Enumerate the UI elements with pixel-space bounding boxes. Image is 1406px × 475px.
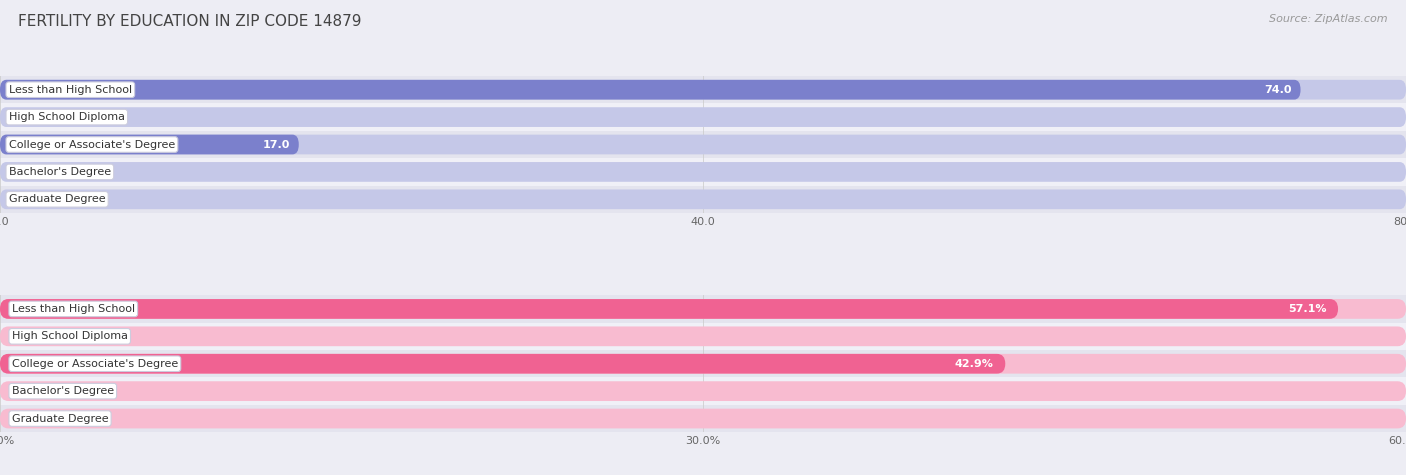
FancyBboxPatch shape [0,80,1406,100]
Text: 57.1%: 57.1% [1288,304,1326,314]
FancyBboxPatch shape [0,299,1339,319]
Text: Graduate Degree: Graduate Degree [8,194,105,204]
Bar [0,350,1406,378]
Bar [0,378,1406,405]
FancyBboxPatch shape [0,408,1406,428]
FancyBboxPatch shape [0,107,1406,127]
Text: Less than High School: Less than High School [11,304,135,314]
FancyBboxPatch shape [0,381,1406,401]
Bar [0,323,1406,350]
FancyBboxPatch shape [0,134,1406,154]
Text: Bachelor's Degree: Bachelor's Degree [11,386,114,396]
Bar [0,295,1406,323]
Text: 0.0: 0.0 [17,112,35,122]
Text: High School Diploma: High School Diploma [11,332,128,342]
Text: 17.0: 17.0 [263,140,290,150]
FancyBboxPatch shape [0,134,298,154]
FancyBboxPatch shape [0,190,1406,209]
Text: FERTILITY BY EDUCATION IN ZIP CODE 14879: FERTILITY BY EDUCATION IN ZIP CODE 14879 [18,14,361,29]
Bar [0,186,1406,213]
Text: High School Diploma: High School Diploma [8,112,125,122]
Bar [0,76,1406,104]
Text: Source: ZipAtlas.com: Source: ZipAtlas.com [1270,14,1388,24]
Bar [0,131,1406,158]
FancyBboxPatch shape [0,354,1005,374]
Text: Bachelor's Degree: Bachelor's Degree [8,167,111,177]
Text: 74.0: 74.0 [1264,85,1292,95]
Text: 42.9%: 42.9% [955,359,994,369]
FancyBboxPatch shape [0,326,1406,346]
Text: 0.0: 0.0 [17,167,35,177]
FancyBboxPatch shape [0,80,1301,100]
Text: Less than High School: Less than High School [8,85,132,95]
Text: 0.0%: 0.0% [17,386,45,396]
Text: 0.0%: 0.0% [17,332,45,342]
FancyBboxPatch shape [0,162,1406,182]
FancyBboxPatch shape [0,299,1406,319]
Text: 0.0: 0.0 [17,194,35,204]
Text: College or Associate's Degree: College or Associate's Degree [11,359,179,369]
Bar [0,405,1406,432]
FancyBboxPatch shape [0,354,1406,374]
Text: College or Associate's Degree: College or Associate's Degree [8,140,174,150]
Bar [0,158,1406,186]
Text: 0.0%: 0.0% [17,414,45,424]
Text: Graduate Degree: Graduate Degree [11,414,108,424]
Bar [0,104,1406,131]
